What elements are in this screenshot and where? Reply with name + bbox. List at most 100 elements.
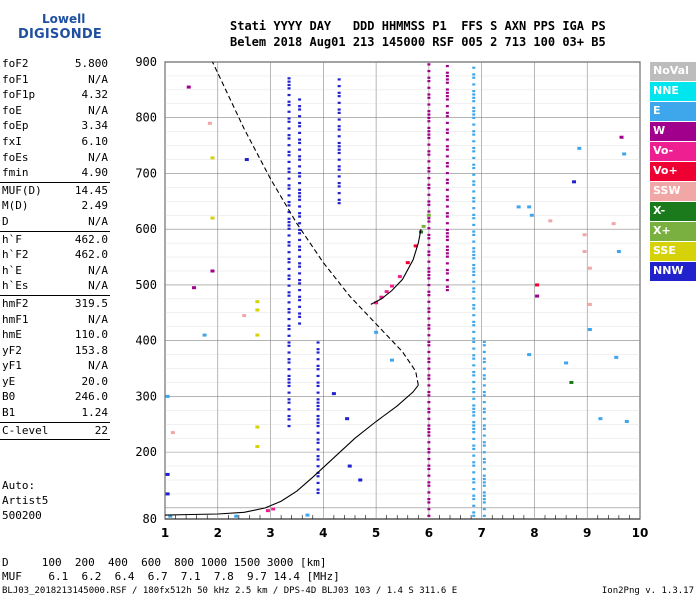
y-tick-label: 800: [135, 111, 157, 125]
echo-point: [287, 274, 291, 277]
echo-point: [472, 421, 476, 424]
echo-point: [337, 125, 341, 128]
param-separator: [0, 294, 110, 296]
param-name: M(D): [2, 199, 29, 213]
echo-point: [316, 348, 320, 351]
echo-point: [427, 360, 431, 364]
echo-point: [255, 425, 260, 429]
echo-point: [619, 135, 624, 139]
echo-point: [287, 103, 291, 107]
echo-point: [287, 167, 291, 170]
echo-point: [472, 116, 476, 119]
echo-point: [427, 86, 431, 89]
param-name: C-level: [2, 423, 49, 437]
plot-frame: [164, 61, 641, 520]
param-separator: [0, 230, 110, 232]
echo-point: [472, 304, 476, 307]
x-tick-label: 9: [583, 526, 591, 540]
param-value: 4.32: [81, 88, 109, 102]
echo-point: [482, 377, 486, 380]
echo-point: [445, 178, 449, 181]
echo-point: [616, 249, 621, 253]
echo-point: [298, 141, 302, 145]
echo-point: [337, 145, 341, 148]
echo-point: [472, 424, 476, 427]
echo-point: [427, 250, 431, 253]
param-row: yE 20.0: [0, 374, 110, 390]
echo-point: [287, 244, 291, 247]
echo-point: [472, 504, 476, 507]
y-tick-label: 700: [135, 166, 157, 180]
param-row: foF2 5.800: [0, 56, 110, 72]
echo-point: [427, 183, 431, 186]
echo-point: [482, 501, 486, 504]
echo-point: [427, 501, 431, 504]
echo-point: [427, 166, 431, 170]
echo-point: [472, 253, 476, 257]
echo-point: [482, 427, 486, 430]
echo-point: [445, 212, 449, 215]
echo-point: [482, 340, 486, 344]
param-separator: [0, 181, 110, 183]
echo-point: [427, 374, 431, 377]
echo-point: [445, 238, 449, 242]
echo-point: [472, 464, 476, 467]
param-name: MUF(D): [2, 183, 42, 197]
echo-point: [472, 477, 476, 481]
echo-point: [374, 330, 379, 334]
echo-point: [445, 138, 449, 141]
echo-point: [482, 411, 486, 414]
echo-point: [445, 161, 449, 165]
param-value: 153.8: [74, 343, 108, 357]
version-label: Ion2Png v. 1.3.17: [601, 586, 694, 596]
echo-point: [427, 377, 431, 380]
echo-point: [427, 227, 431, 230]
echo-point: [298, 238, 302, 242]
echo-point: [427, 110, 431, 113]
echo-point: [337, 148, 341, 151]
x-tick-label: 8: [530, 526, 538, 540]
echo-point: [298, 289, 302, 292]
echo-point: [316, 401, 320, 404]
echo-point: [202, 333, 207, 337]
echo-point: [427, 76, 431, 79]
echo-point: [445, 289, 449, 292]
echo-point: [337, 202, 341, 205]
echo-point: [389, 358, 394, 362]
param-value: 14.45: [74, 183, 108, 197]
echo-point: [287, 83, 291, 87]
param-name: foF1p: [2, 88, 36, 102]
echo-point: [287, 267, 291, 271]
param-value: 5.800: [74, 57, 108, 70]
echo-point: [298, 158, 302, 161]
echo-point: [337, 108, 341, 111]
echo-point: [427, 133, 431, 136]
y-tick-label: 300: [135, 389, 157, 403]
echo-point: [170, 431, 175, 435]
echo-point: [287, 100, 291, 103]
param-value: 110.0: [74, 328, 108, 342]
echo-point: [482, 344, 486, 347]
echo-point: [337, 91, 341, 94]
y-tick-label: 500: [135, 278, 157, 292]
echo-point: [472, 411, 476, 414]
echo-point: [358, 478, 363, 482]
echo-point: [298, 192, 302, 195]
x-tick-label: 6: [425, 526, 433, 540]
param-name: fxI: [2, 134, 22, 148]
echo-point: [427, 294, 431, 297]
echo-point: [445, 215, 449, 218]
echo-point: [472, 140, 476, 143]
echo-point: [210, 156, 215, 160]
legend-item: NoVal: [650, 62, 696, 81]
echo-point: [427, 93, 431, 96]
echo-point: [298, 205, 302, 208]
param-value: N/A: [88, 150, 108, 164]
echo-point: [316, 408, 320, 411]
echo-point: [445, 235, 449, 238]
param-value: N/A: [88, 359, 108, 373]
y-tick-label: 200: [135, 445, 157, 459]
echo-point: [427, 136, 431, 140]
echo-point: [482, 424, 486, 427]
echo-point: [445, 88, 449, 91]
